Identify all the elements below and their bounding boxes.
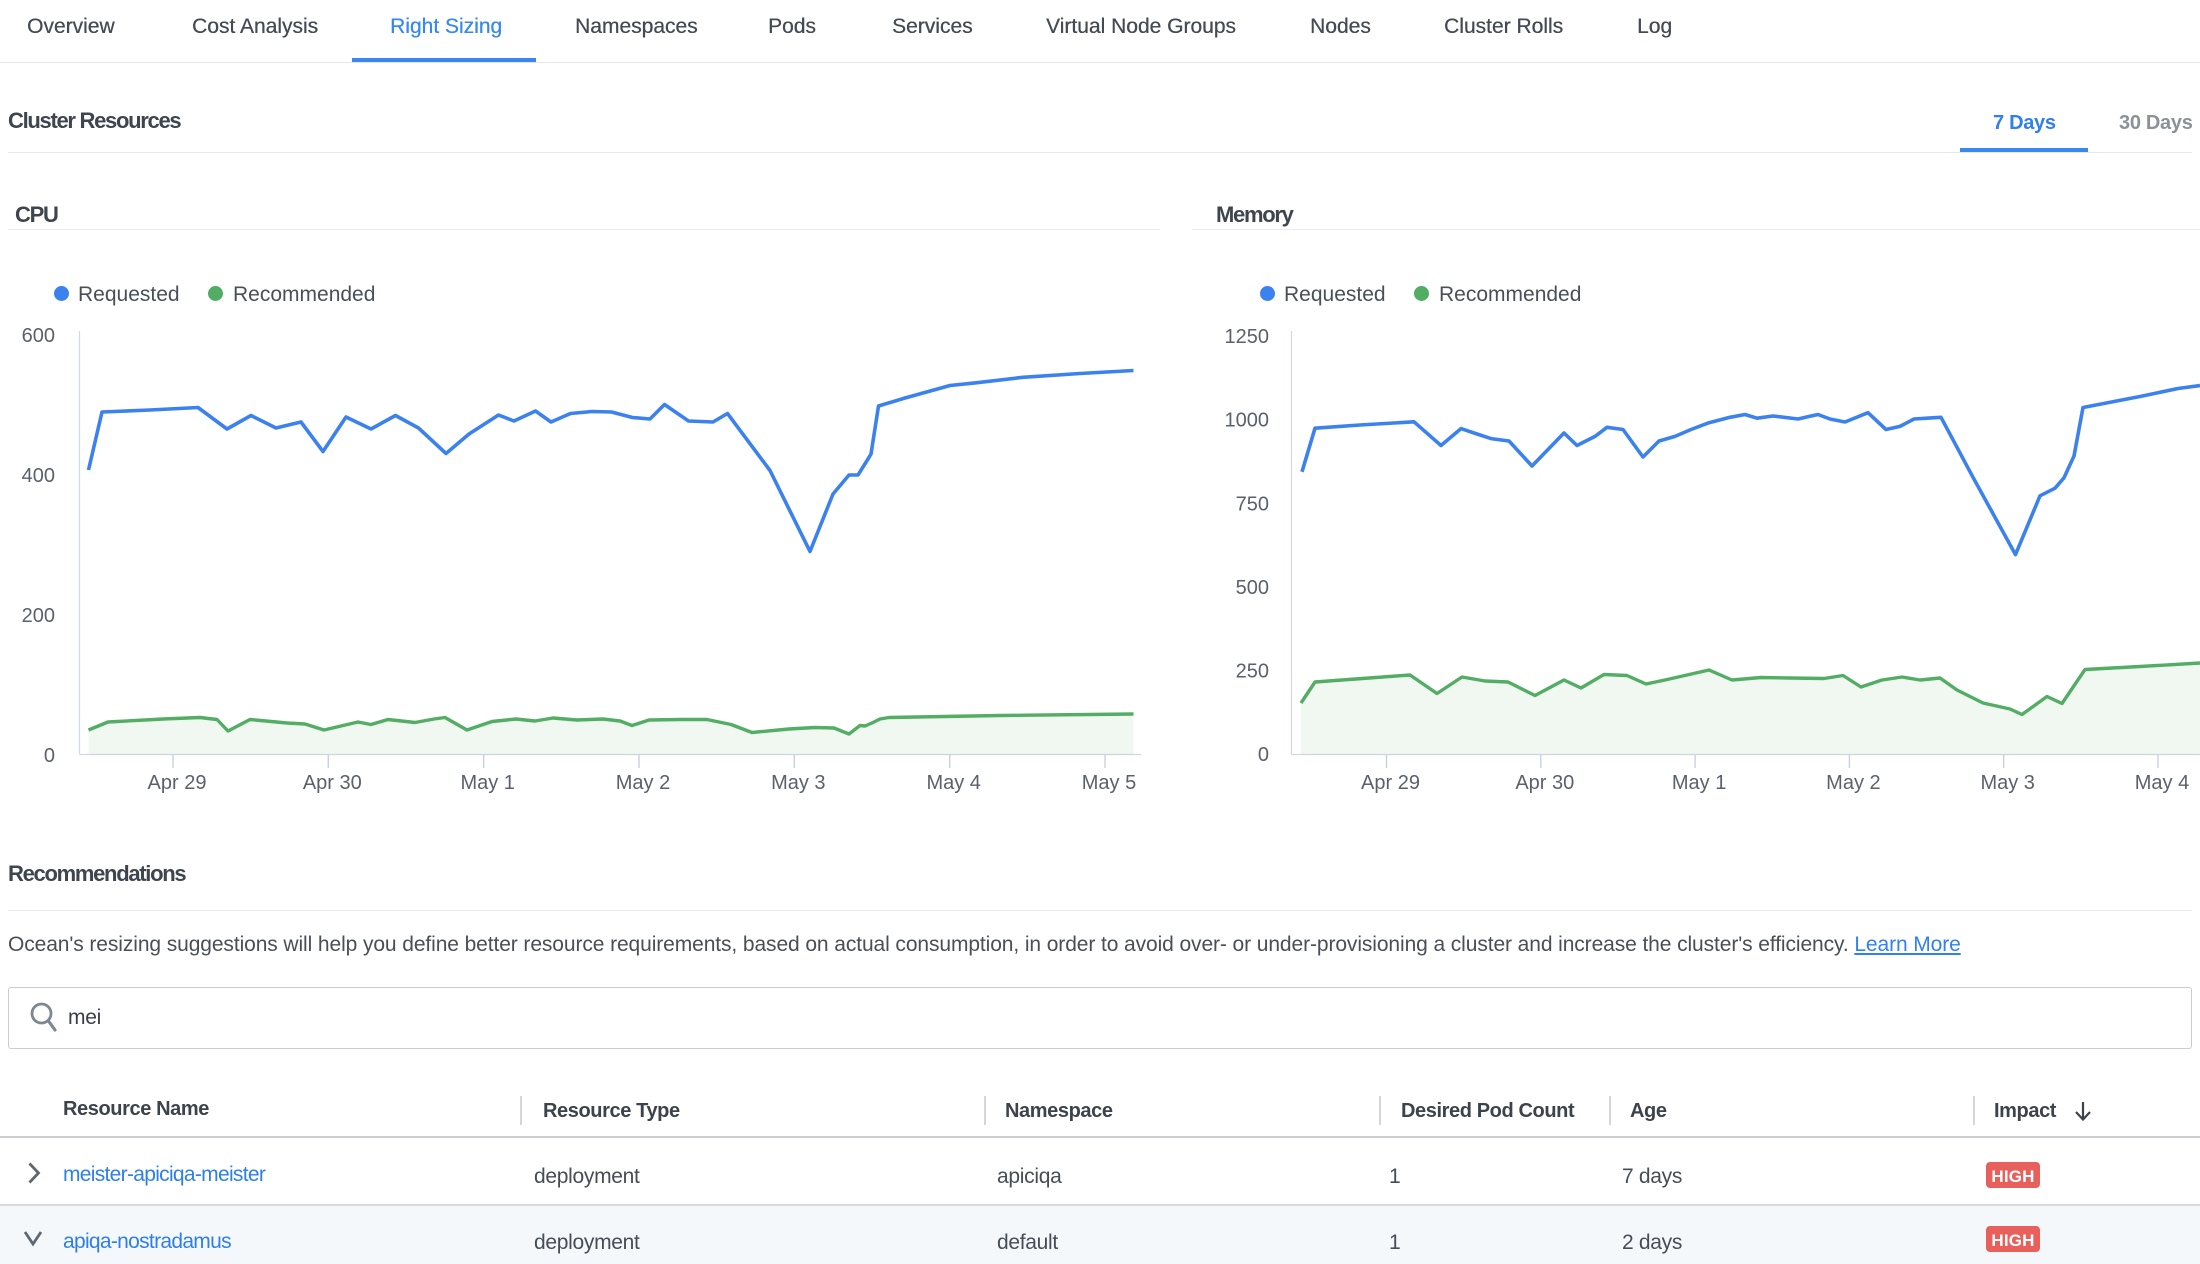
svg-text:May 1: May 1 <box>460 772 514 794</box>
svg-text:Apr 30: Apr 30 <box>303 772 362 794</box>
svg-text:750: 750 <box>1236 493 1269 515</box>
svg-text:600: 600 <box>22 325 55 347</box>
svg-text:200: 200 <box>22 605 55 627</box>
svg-text:400: 400 <box>22 465 55 487</box>
svg-text:0: 0 <box>44 745 55 767</box>
svg-text:May 1: May 1 <box>1672 772 1726 794</box>
svg-text:May 5: May 5 <box>1082 772 1136 794</box>
svg-text:May 3: May 3 <box>771 772 825 794</box>
svg-text:Apr 29: Apr 29 <box>148 772 207 794</box>
svg-text:500: 500 <box>1236 577 1269 599</box>
svg-text:Apr 29: Apr 29 <box>1361 772 1420 794</box>
svg-text:May 4: May 4 <box>926 772 980 794</box>
svg-text:May 2: May 2 <box>616 772 670 794</box>
svg-text:250: 250 <box>1236 661 1269 683</box>
svg-text:May 2: May 2 <box>1826 772 1880 794</box>
svg-text:May 4: May 4 <box>2135 772 2189 794</box>
svg-text:0: 0 <box>1258 744 1269 766</box>
svg-text:May 3: May 3 <box>1980 772 2034 794</box>
svg-text:1000: 1000 <box>1225 410 1270 432</box>
svg-text:1250: 1250 <box>1225 326 1270 348</box>
svg-text:Apr 30: Apr 30 <box>1515 772 1574 794</box>
